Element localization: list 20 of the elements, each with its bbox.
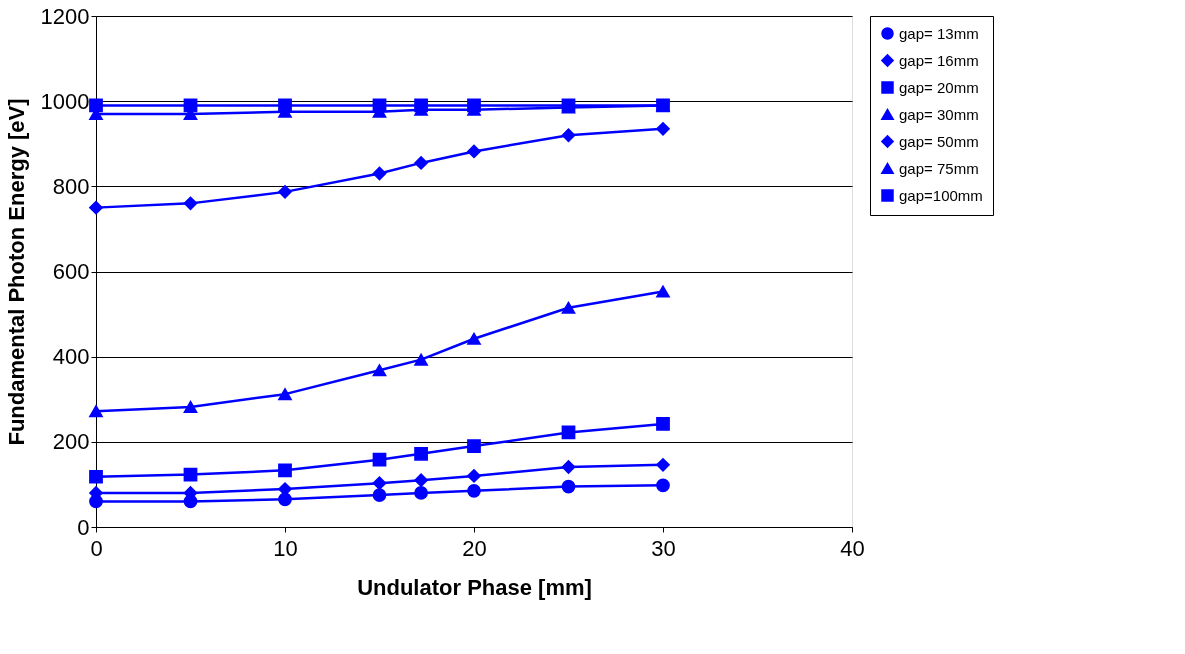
legend-label: gap= 30mm (899, 105, 979, 123)
x-tick-label: 40 (840, 535, 865, 561)
y-tick-label: 200 (52, 429, 90, 455)
y-tick-label: 400 (52, 344, 90, 370)
legend-label: gap= 20mm (899, 78, 979, 96)
legend-label: gap=100mm (899, 186, 983, 204)
legend-label: gap= 16mm (899, 51, 979, 69)
y-tick-label: 1000 (40, 88, 90, 114)
legend-label: gap= 75mm (899, 159, 979, 177)
y-axis-title: Fundamental Photon Energy [eV] (3, 98, 29, 446)
legend-label: gap= 50mm (899, 132, 979, 150)
y-tick-label: 0 (77, 514, 90, 540)
legend-label: gap= 13mm (899, 24, 979, 42)
y-tick-label: 600 (52, 259, 90, 284)
x-tick-label: 10 (273, 535, 298, 561)
x-tick-label: 20 (462, 535, 487, 561)
y-tick-label: 800 (52, 173, 90, 199)
y-tick-label: 1200 (40, 3, 90, 29)
x-tick-label: 30 (651, 535, 676, 561)
x-axis-title: Undulator Phase [mm] (357, 574, 592, 600)
